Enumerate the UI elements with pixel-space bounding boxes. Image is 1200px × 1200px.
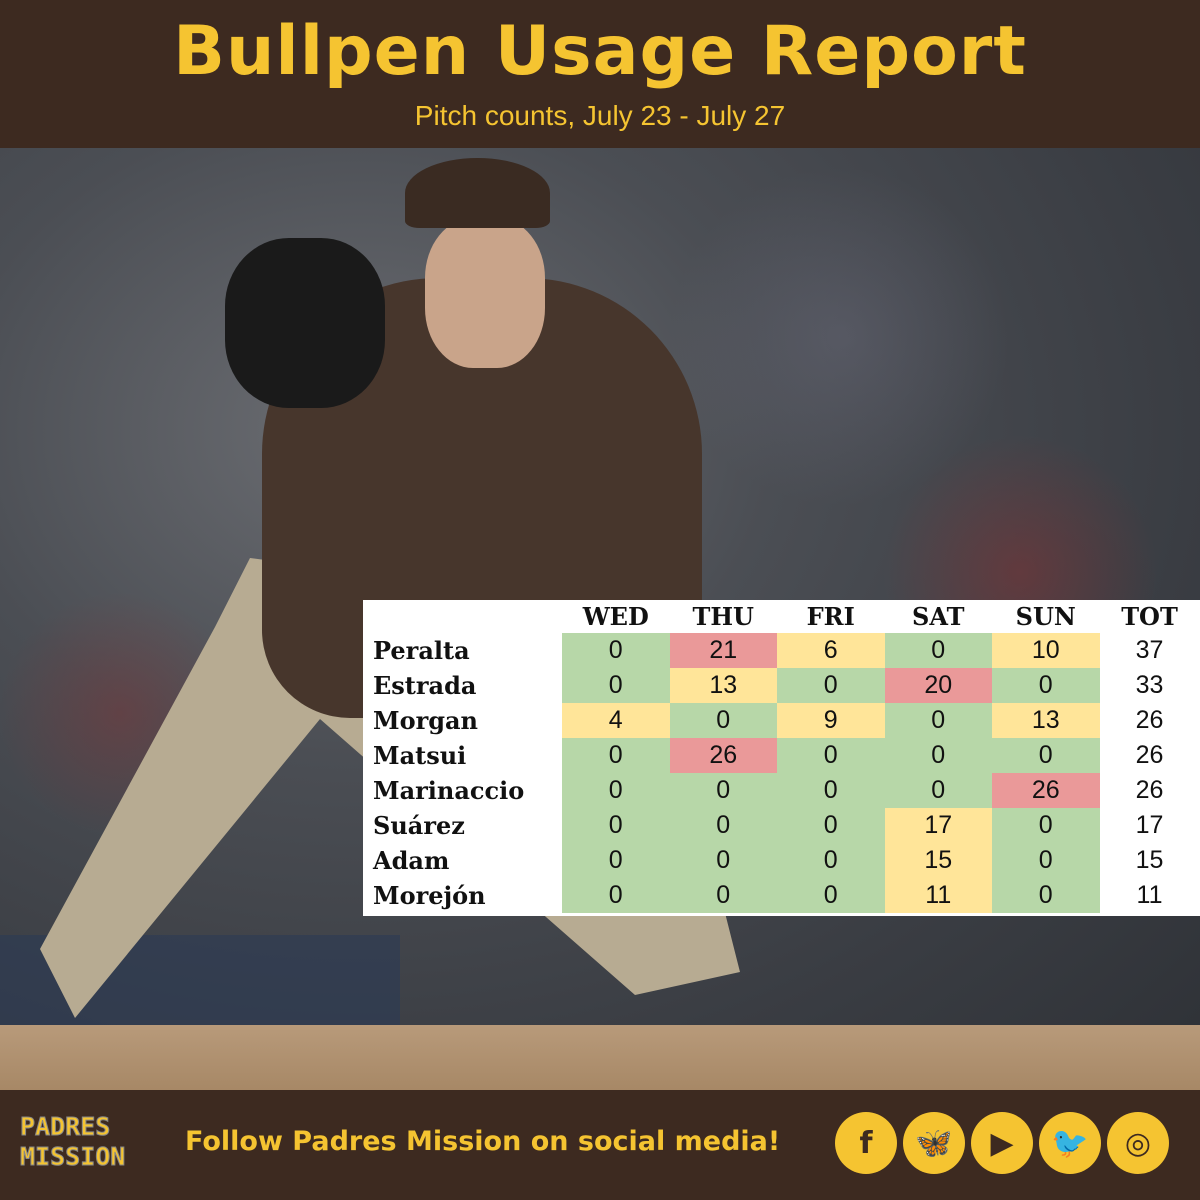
pitch-count-cell: 20 (884, 668, 992, 703)
total-cell: 17 (1135, 811, 1164, 839)
column-header: TOT (1121, 602, 1178, 631)
pitch-count-cell: 0 (884, 773, 992, 808)
pitch-count-cell: 0 (884, 738, 992, 773)
pitch-count-cell: 11 (884, 878, 992, 913)
pitch-count-cell: 0 (992, 738, 1100, 773)
pitch-count-cell: 26 (992, 773, 1100, 808)
pitcher-glove (225, 238, 385, 408)
pitch-count-cell: 6 (777, 633, 885, 668)
total-cell: 26 (1135, 741, 1164, 769)
column-header: WED (582, 602, 649, 631)
header-blank (363, 600, 562, 633)
total-cell: 11 (1136, 881, 1163, 909)
column-header: SAT (912, 602, 965, 631)
pitch-count-cell: 10 (992, 633, 1100, 668)
pitch-count-cell: 21 (669, 633, 777, 668)
pitch-count-cell: 0 (562, 843, 670, 878)
header: Bullpen Usage Report Pitch counts, July … (0, 0, 1200, 148)
pitch-count-cell: 0 (669, 843, 777, 878)
pitch-count-cell: 0 (669, 878, 777, 913)
facebook-icon[interactable]: f (835, 1112, 897, 1174)
pitch-count-cell: 0 (992, 808, 1100, 843)
pitch-count-cell: 0 (562, 773, 670, 808)
table-row: Estrada 0 13 0 20 0 33 (363, 668, 1200, 703)
table-row: Peralta 0 21 6 0 10 37 (363, 633, 1200, 668)
pitcher-cap (405, 158, 550, 228)
pitcher-name: Suárez (373, 811, 465, 840)
table-row: Morejón 0 0 0 11 0 11 (363, 878, 1200, 913)
pitch-count-cell: 17 (884, 808, 992, 843)
youtube-icon[interactable]: ▶ (971, 1112, 1033, 1174)
usage-table: WED THU FRI SAT SUN TOT Peralta 0 21 6 0 10 37 Estra… (363, 600, 1200, 916)
page-title: Bullpen Usage Report (173, 12, 1027, 91)
pitch-count-cell: 0 (992, 843, 1100, 878)
pitch-count-cell: 0 (562, 738, 670, 773)
pitch-count-cell: 0 (562, 668, 670, 703)
pitch-count-cell: 0 (884, 703, 992, 738)
pitcher-name: Morgan (373, 706, 478, 735)
pitch-count-cell: 0 (669, 703, 777, 738)
pitch-count-cell: 0 (777, 843, 885, 878)
pitch-count-cell: 0 (562, 878, 670, 913)
follow-text: Follow Padres Mission on social media! (185, 1126, 781, 1157)
total-cell: 33 (1135, 671, 1164, 699)
table-row: Marinaccio 0 0 0 0 26 26 (363, 773, 1200, 808)
column-header: SUN (1015, 602, 1076, 631)
footer: PADRES MISSION Follow Padres Mission on s… (0, 1090, 1200, 1200)
pitch-count-cell: 0 (884, 633, 992, 668)
pitch-count-cell: 15 (884, 843, 992, 878)
pitch-count-cell: 13 (669, 668, 777, 703)
pitcher-name: Matsui (373, 741, 467, 770)
pitch-count-cell: 0 (777, 808, 885, 843)
column-header: THU (692, 602, 754, 631)
pitch-count-cell: 0 (777, 668, 885, 703)
table-header-row: WED THU FRI SAT SUN TOT (363, 600, 1200, 633)
pitch-count-cell: 9 (777, 703, 885, 738)
pitcher-name: Estrada (373, 671, 477, 700)
pitcher-name: Marinaccio (373, 776, 525, 805)
pitch-count-cell: 0 (562, 633, 670, 668)
pitch-count-cell: 0 (562, 808, 670, 843)
table-row: Adam 0 0 0 15 0 15 (363, 843, 1200, 878)
pitcher-name: Morejón (373, 881, 486, 910)
social-links: f 🦋 ▶ 🐦 ◎ (835, 1112, 1169, 1174)
pitchers-mound (0, 1025, 1200, 1090)
total-cell: 26 (1135, 776, 1164, 804)
table-row: Suárez 0 0 0 17 0 17 (363, 808, 1200, 843)
pitch-count-cell: 0 (777, 773, 885, 808)
pitch-count-cell: 0 (777, 878, 885, 913)
pitch-count-cell: 0 (669, 773, 777, 808)
pitch-count-cell: 13 (992, 703, 1100, 738)
padres-mission-logo: PADRES MISSION (20, 1112, 126, 1172)
column-header: FRI (806, 602, 855, 631)
total-cell: 26 (1135, 706, 1164, 734)
pitcher-name: Peralta (373, 636, 470, 665)
page-subtitle: Pitch counts, July 23 - July 27 (414, 100, 786, 131)
pitch-count-cell: 26 (669, 738, 777, 773)
table-row: Morgan 4 0 9 0 13 26 (363, 703, 1200, 738)
total-cell: 15 (1135, 846, 1164, 874)
total-cell: 37 (1135, 636, 1164, 664)
pitch-count-cell: 0 (992, 668, 1100, 703)
pitcher-name: Adam (373, 846, 450, 875)
twitter-icon[interactable]: 🐦 (1039, 1112, 1101, 1174)
pitch-count-cell: 4 (562, 703, 670, 738)
pitch-count-cell: 0 (777, 738, 885, 773)
instagram-icon[interactable]: ◎ (1107, 1112, 1169, 1174)
bluesky-icon[interactable]: 🦋 (903, 1112, 965, 1174)
table-row: Matsui 0 26 0 0 0 26 (363, 738, 1200, 773)
pitch-count-cell: 0 (669, 808, 777, 843)
pitcher-face (425, 218, 545, 368)
pitch-count-cell: 0 (992, 878, 1100, 913)
